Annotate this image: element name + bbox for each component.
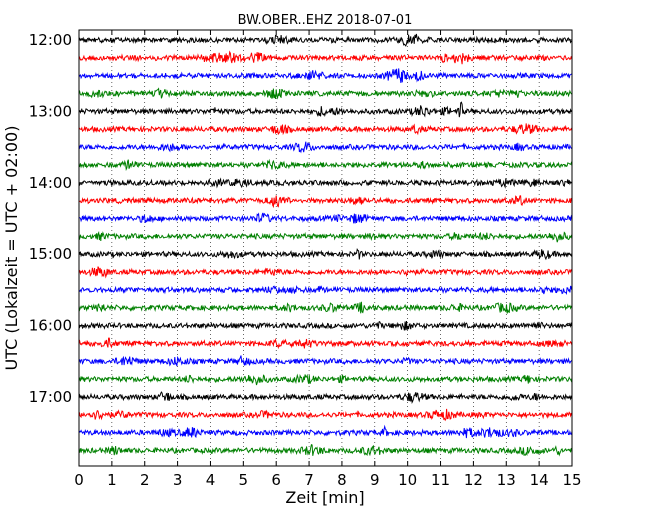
trace-1445 (78, 231, 573, 243)
trace-1500 (78, 248, 573, 261)
trace-1400 (78, 177, 573, 189)
trace-1745 (78, 444, 573, 457)
y-tick-label-2: 14:00 (29, 174, 72, 192)
x-tick-label-9: 9 (370, 471, 380, 489)
x-tick-label-1: 1 (107, 471, 117, 489)
x-tick-label-11: 11 (431, 471, 450, 489)
trace-1245 (78, 87, 573, 100)
x-tick-label-3: 3 (173, 471, 183, 489)
traces (78, 33, 573, 457)
trace-1230 (78, 68, 573, 83)
y-axis-ticks: 12:00 13:00 14:00 15:00 16:00 17:00 (29, 31, 572, 406)
x-tick-label-7: 7 (304, 471, 314, 489)
x-tick-label-14: 14 (530, 471, 549, 489)
y-tick-label-0: 12:00 (29, 31, 72, 49)
trace-1345 (78, 158, 573, 172)
trace-1415 (78, 195, 573, 209)
trace-1430 (78, 212, 573, 224)
x-tick-label-13: 13 (497, 471, 516, 489)
x-tick-label-10: 10 (398, 471, 417, 489)
trace-1200 (78, 33, 573, 47)
y-axis-label: UTC (Lokalzeit = UTC + 02:00) (2, 126, 21, 371)
y-tick-label-5: 17:00 (29, 388, 72, 406)
x-tick-label-6: 6 (271, 471, 281, 489)
trace-1615 (78, 337, 573, 350)
x-axis-label: Zeit [min] (285, 488, 364, 507)
x-tick-label-2: 2 (140, 471, 150, 489)
trace-1600 (78, 321, 573, 331)
y-tick-label-1: 13:00 (29, 102, 72, 120)
y-tick-label-4: 16:00 (29, 317, 72, 335)
trace-1630 (78, 355, 573, 367)
chart-title: BW.OBER..EHZ 2018-07-01 (238, 13, 413, 28)
trace-1215 (78, 50, 573, 65)
trace-1545 (78, 301, 573, 314)
trace-1730 (78, 424, 573, 439)
x-tick-label-5: 5 (239, 471, 249, 489)
trace-1315 (78, 123, 573, 136)
x-tick-label-8: 8 (337, 471, 347, 489)
trace-1645 (78, 373, 573, 386)
plot-frame (78, 29, 573, 467)
trace-1715 (78, 408, 573, 422)
x-tick-label-0: 0 (74, 471, 84, 489)
grid-lines (111, 30, 540, 466)
trace-1330 (78, 141, 573, 154)
y-tick-label-3: 15:00 (29, 245, 72, 263)
trace-1700 (78, 391, 573, 405)
trace-1515 (78, 266, 573, 279)
trace-1300 (78, 101, 573, 118)
trace-1530 (78, 284, 573, 295)
x-tick-label-12: 12 (464, 471, 483, 489)
x-tick-label-4: 4 (206, 471, 216, 489)
x-tick-label-15: 15 (562, 471, 581, 489)
x-axis-ticks: 0 1 2 3 4 5 6 7 8 9 10 11 12 13 14 15 (74, 30, 582, 489)
